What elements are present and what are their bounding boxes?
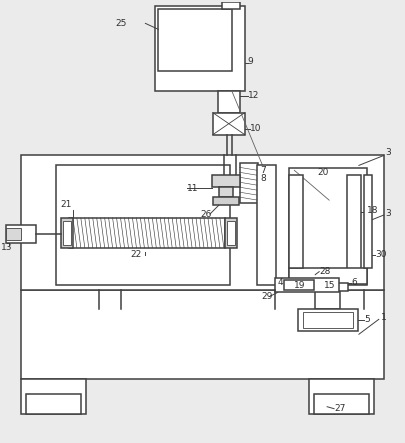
- Bar: [61, 218, 73, 248]
- Text: 28: 28: [319, 267, 330, 276]
- Bar: [21, 379, 86, 414]
- Text: 7: 7: [260, 166, 266, 175]
- Bar: [306, 283, 348, 291]
- Bar: [213, 197, 239, 205]
- Text: 22: 22: [130, 250, 142, 259]
- Text: 21: 21: [60, 200, 71, 209]
- Text: 1: 1: [381, 313, 386, 322]
- Bar: [63, 221, 71, 245]
- Text: 3: 3: [386, 148, 392, 157]
- Bar: [158, 9, 232, 71]
- Bar: [303, 312, 353, 328]
- Bar: [218, 91, 240, 113]
- Bar: [6, 228, 21, 240]
- Bar: [219, 187, 233, 197]
- Bar: [21, 290, 384, 379]
- Bar: [69, 218, 225, 248]
- Text: 30: 30: [375, 250, 386, 259]
- Text: 3: 3: [386, 209, 392, 218]
- Bar: [26, 394, 81, 414]
- Bar: [309, 379, 374, 414]
- Text: 9: 9: [248, 57, 254, 66]
- Text: 12: 12: [248, 91, 259, 101]
- Text: 27: 27: [334, 404, 345, 413]
- Bar: [212, 175, 240, 187]
- Bar: [314, 394, 369, 414]
- Bar: [227, 221, 235, 245]
- Bar: [257, 165, 277, 284]
- Bar: [290, 268, 367, 284]
- Bar: [290, 175, 303, 268]
- Text: 19: 19: [294, 281, 306, 290]
- Text: 25: 25: [115, 19, 127, 28]
- Text: 8: 8: [260, 174, 266, 183]
- Bar: [275, 278, 339, 291]
- Bar: [290, 168, 367, 284]
- Text: 13: 13: [1, 243, 13, 253]
- Bar: [222, 1, 240, 9]
- Text: 20: 20: [317, 168, 328, 177]
- Bar: [213, 113, 245, 135]
- Text: 5: 5: [364, 315, 370, 324]
- Bar: [156, 7, 245, 91]
- Text: 18: 18: [367, 206, 378, 214]
- Text: 29: 29: [262, 292, 273, 301]
- Bar: [284, 280, 314, 290]
- Bar: [364, 175, 372, 268]
- Text: 11: 11: [187, 184, 198, 193]
- Bar: [298, 309, 358, 331]
- Bar: [240, 163, 258, 203]
- Bar: [21, 155, 384, 290]
- Bar: [56, 165, 230, 284]
- Text: 6: 6: [351, 278, 357, 287]
- Bar: [225, 218, 237, 248]
- Bar: [315, 284, 340, 309]
- Text: 26: 26: [200, 210, 211, 218]
- Text: 4: 4: [277, 278, 283, 287]
- Text: 10: 10: [249, 124, 261, 133]
- Text: 15: 15: [324, 281, 336, 290]
- Bar: [6, 225, 36, 243]
- Bar: [347, 175, 361, 270]
